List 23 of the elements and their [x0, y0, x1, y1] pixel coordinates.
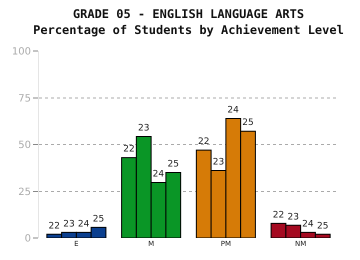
text: 23 [212, 157, 224, 168]
series-label: 25 [92, 214, 104, 224]
series-label: 23 [63, 219, 75, 230]
y-tick-label: 50 [18, 140, 31, 151]
y-tick-label: 25 [18, 186, 31, 198]
y-tick-label: 0 [24, 234, 31, 244]
series-label: 22 [48, 221, 60, 232]
y-tick-label: 75 [18, 93, 31, 104]
text: 23 [288, 212, 299, 222]
text: 22 [272, 210, 284, 220]
text: 24 [227, 106, 239, 116]
text: 22 [198, 137, 210, 148]
y-tick-label: 100 [12, 46, 31, 58]
series-label: 24 [78, 219, 90, 230]
text: 24 [152, 169, 164, 180]
chart-subtitle: Percentage of Students by Achievement Level [33, 22, 344, 37]
text: 22 [123, 144, 135, 155]
text: 24 [302, 219, 314, 230]
chart-title: GRADE 05 - ENGLISH LANGUAGE ARTS [72, 7, 304, 22]
text: 25 [168, 160, 179, 170]
text: 25 [317, 221, 328, 232]
text: 25 [242, 118, 254, 128]
text: 23 [138, 123, 150, 134]
